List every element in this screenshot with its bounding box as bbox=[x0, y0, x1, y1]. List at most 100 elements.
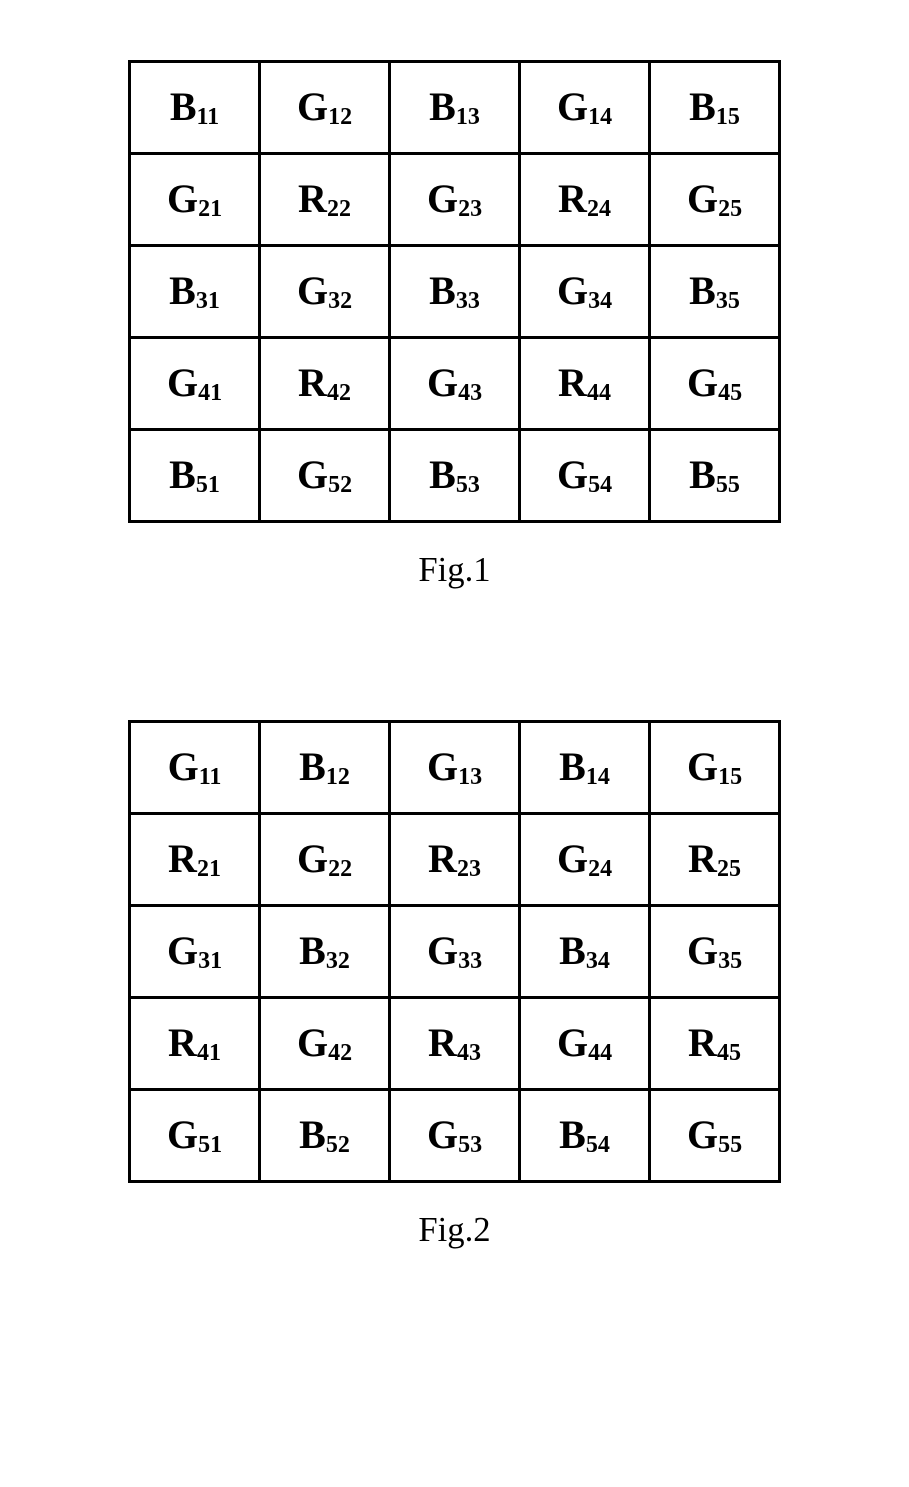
grid-cell: R21 bbox=[130, 814, 260, 906]
cell-letter: G bbox=[687, 928, 718, 973]
cell-subscript: 24 bbox=[588, 857, 612, 883]
cell-subscript: 11 bbox=[199, 765, 222, 791]
grid-cell: R25 bbox=[650, 814, 780, 906]
cell-subscript: 12 bbox=[328, 105, 352, 131]
grid-cell: B12 bbox=[260, 722, 390, 814]
grid-cell: G34 bbox=[520, 246, 650, 338]
cell-subscript: 31 bbox=[196, 289, 220, 315]
grid-cell: B11 bbox=[130, 62, 260, 154]
cell-letter: G bbox=[687, 1112, 718, 1157]
grid-cell: G21 bbox=[130, 154, 260, 246]
cell-letter: G bbox=[557, 836, 588, 881]
grid-cell: G53 bbox=[390, 1090, 520, 1182]
figure-caption: Fig.1 bbox=[418, 551, 490, 590]
cell-letter: G bbox=[687, 176, 718, 221]
cell-letter: G bbox=[427, 928, 458, 973]
cell-letter: R bbox=[428, 1020, 457, 1065]
grid-cell: G13 bbox=[390, 722, 520, 814]
grid-cell: G14 bbox=[520, 62, 650, 154]
cell-subscript: 45 bbox=[717, 1041, 741, 1067]
cell-subscript: 43 bbox=[458, 381, 482, 407]
cell-letter: B bbox=[169, 452, 196, 497]
cell-letter: R bbox=[168, 1020, 197, 1065]
cell-letter: B bbox=[170, 84, 197, 129]
cell-letter: G bbox=[687, 360, 718, 405]
table-row: B11G12B13G14B15 bbox=[130, 62, 780, 154]
cell-letter: G bbox=[557, 1020, 588, 1065]
cell-letter: G bbox=[557, 268, 588, 313]
cell-subscript: 13 bbox=[456, 105, 480, 131]
cell-letter: G bbox=[427, 744, 458, 789]
cell-subscript: 33 bbox=[458, 949, 482, 975]
cell-letter: R bbox=[558, 360, 587, 405]
grid-cell: R22 bbox=[260, 154, 390, 246]
cell-letter: B bbox=[299, 744, 326, 789]
cell-letter: B bbox=[299, 1112, 326, 1157]
grid-cell: B15 bbox=[650, 62, 780, 154]
grid-cell: B31 bbox=[130, 246, 260, 338]
grid-cell: B35 bbox=[650, 246, 780, 338]
grid-cell: R44 bbox=[520, 338, 650, 430]
cell-subscript: 55 bbox=[718, 1133, 742, 1159]
cell-letter: R bbox=[688, 836, 717, 881]
cell-letter: G bbox=[167, 176, 198, 221]
cell-subscript: 11 bbox=[197, 105, 220, 131]
grid-cell: G43 bbox=[390, 338, 520, 430]
cell-letter: B bbox=[689, 268, 716, 313]
grid-cell: B14 bbox=[520, 722, 650, 814]
cell-subscript: 55 bbox=[716, 473, 740, 499]
table-row: G21R22G23R24G25 bbox=[130, 154, 780, 246]
cell-subscript: 21 bbox=[198, 197, 222, 223]
cell-letter: R bbox=[558, 176, 587, 221]
cell-subscript: 34 bbox=[586, 949, 610, 975]
grid-cell: G45 bbox=[650, 338, 780, 430]
grid-cell: G15 bbox=[650, 722, 780, 814]
cell-subscript: 53 bbox=[458, 1133, 482, 1159]
cell-subscript: 13 bbox=[458, 765, 482, 791]
cell-subscript: 22 bbox=[328, 857, 352, 883]
cell-letter: B bbox=[429, 84, 456, 129]
cell-letter: G bbox=[167, 360, 198, 405]
cell-subscript: 51 bbox=[196, 473, 220, 499]
table-row: G11B12G13B14G15 bbox=[130, 722, 780, 814]
table-row: B31G32B33G34B35 bbox=[130, 246, 780, 338]
cell-subscript: 45 bbox=[718, 381, 742, 407]
grid-cell: B13 bbox=[390, 62, 520, 154]
grid-cell: R45 bbox=[650, 998, 780, 1090]
table-row: R21G22R23G24R25 bbox=[130, 814, 780, 906]
grid-cell: G42 bbox=[260, 998, 390, 1090]
cell-subscript: 24 bbox=[587, 197, 611, 223]
cell-letter: B bbox=[559, 1112, 586, 1157]
cell-subscript: 43 bbox=[457, 1041, 481, 1067]
grid-cell: R42 bbox=[260, 338, 390, 430]
cell-subscript: 15 bbox=[716, 105, 740, 131]
table-row: R41G42R43G44R45 bbox=[130, 998, 780, 1090]
grid-cell: R23 bbox=[390, 814, 520, 906]
cell-letter: B bbox=[689, 84, 716, 129]
cell-subscript: 23 bbox=[458, 197, 482, 223]
cell-subscript: 51 bbox=[198, 1133, 222, 1159]
grid-cell: G33 bbox=[390, 906, 520, 998]
cell-letter: R bbox=[168, 836, 197, 881]
cell-letter: B bbox=[559, 928, 586, 973]
cell-letter: B bbox=[689, 452, 716, 497]
cell-subscript: 32 bbox=[328, 289, 352, 315]
grid-cell: G41 bbox=[130, 338, 260, 430]
cell-letter: G bbox=[557, 84, 588, 129]
cell-subscript: 25 bbox=[717, 857, 741, 883]
grid-table-2: G11B12G13B14G15R21G22R23G24R25G31B32G33B… bbox=[128, 720, 781, 1183]
figure-caption: Fig.2 bbox=[418, 1211, 490, 1250]
cell-subscript: 42 bbox=[327, 381, 351, 407]
grid-cell: G44 bbox=[520, 998, 650, 1090]
cell-subscript: 54 bbox=[586, 1133, 610, 1159]
grid-cell: G52 bbox=[260, 430, 390, 522]
cell-letter: G bbox=[687, 744, 718, 789]
cell-subscript: 41 bbox=[198, 381, 222, 407]
figure-1: B11G12B13G14B15G21R22G23R24G25B31G32B33G… bbox=[40, 60, 869, 590]
figure-2: G11B12G13B14G15R21G22R23G24R25G31B32G33B… bbox=[40, 720, 869, 1250]
cell-subscript: 23 bbox=[457, 857, 481, 883]
cell-letter: G bbox=[297, 268, 328, 313]
cell-subscript: 21 bbox=[197, 857, 221, 883]
cell-subscript: 53 bbox=[456, 473, 480, 499]
cell-subscript: 12 bbox=[326, 765, 350, 791]
